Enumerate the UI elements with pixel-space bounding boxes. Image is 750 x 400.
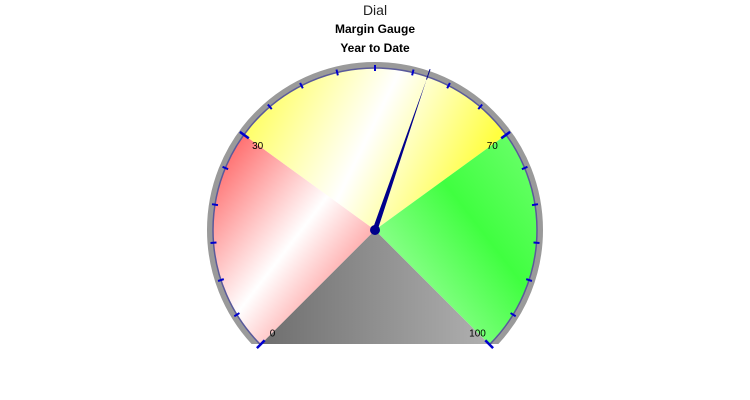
dial-band-yellow <box>243 67 507 231</box>
minor-tick <box>299 82 304 89</box>
minor-tick <box>267 103 273 110</box>
major-tick <box>500 130 511 140</box>
major-tick <box>239 130 250 140</box>
dial-base-wedge <box>261 230 489 344</box>
major-tick <box>484 339 494 349</box>
minor-tick <box>477 103 483 110</box>
tick-label: 100 <box>469 329 486 340</box>
chart-subtitle-1: Margin Gauge <box>334 22 415 36</box>
minor-tick <box>525 278 533 282</box>
dial-needle <box>372 79 427 231</box>
chart-subtitle-2: Year to Date <box>340 41 410 55</box>
minor-tick <box>446 82 451 89</box>
minor-tick <box>510 312 517 318</box>
dial-needle-tip <box>426 69 431 80</box>
minor-tick <box>233 312 240 318</box>
major-tick <box>256 339 266 349</box>
dial-tick-labels: 0 30 70 100 <box>252 141 498 340</box>
dial-band-green <box>375 134 537 344</box>
chart-title: Dial <box>362 2 388 18</box>
minor-tick <box>531 203 539 207</box>
tick-label: 30 <box>252 141 264 152</box>
tick-label: 0 <box>270 329 276 340</box>
minor-tick <box>335 69 339 76</box>
dial-ticks <box>210 65 540 349</box>
dial-needle-group <box>370 69 431 235</box>
minor-tick <box>411 69 415 76</box>
dial-needle-hub <box>370 225 380 235</box>
minor-tick <box>217 278 225 282</box>
minor-tick <box>521 165 528 171</box>
minor-tick <box>211 203 219 207</box>
dial-band-red <box>213 134 375 344</box>
dial-face <box>207 62 543 344</box>
minor-tick <box>222 165 229 171</box>
tick-label: 70 <box>487 141 499 152</box>
